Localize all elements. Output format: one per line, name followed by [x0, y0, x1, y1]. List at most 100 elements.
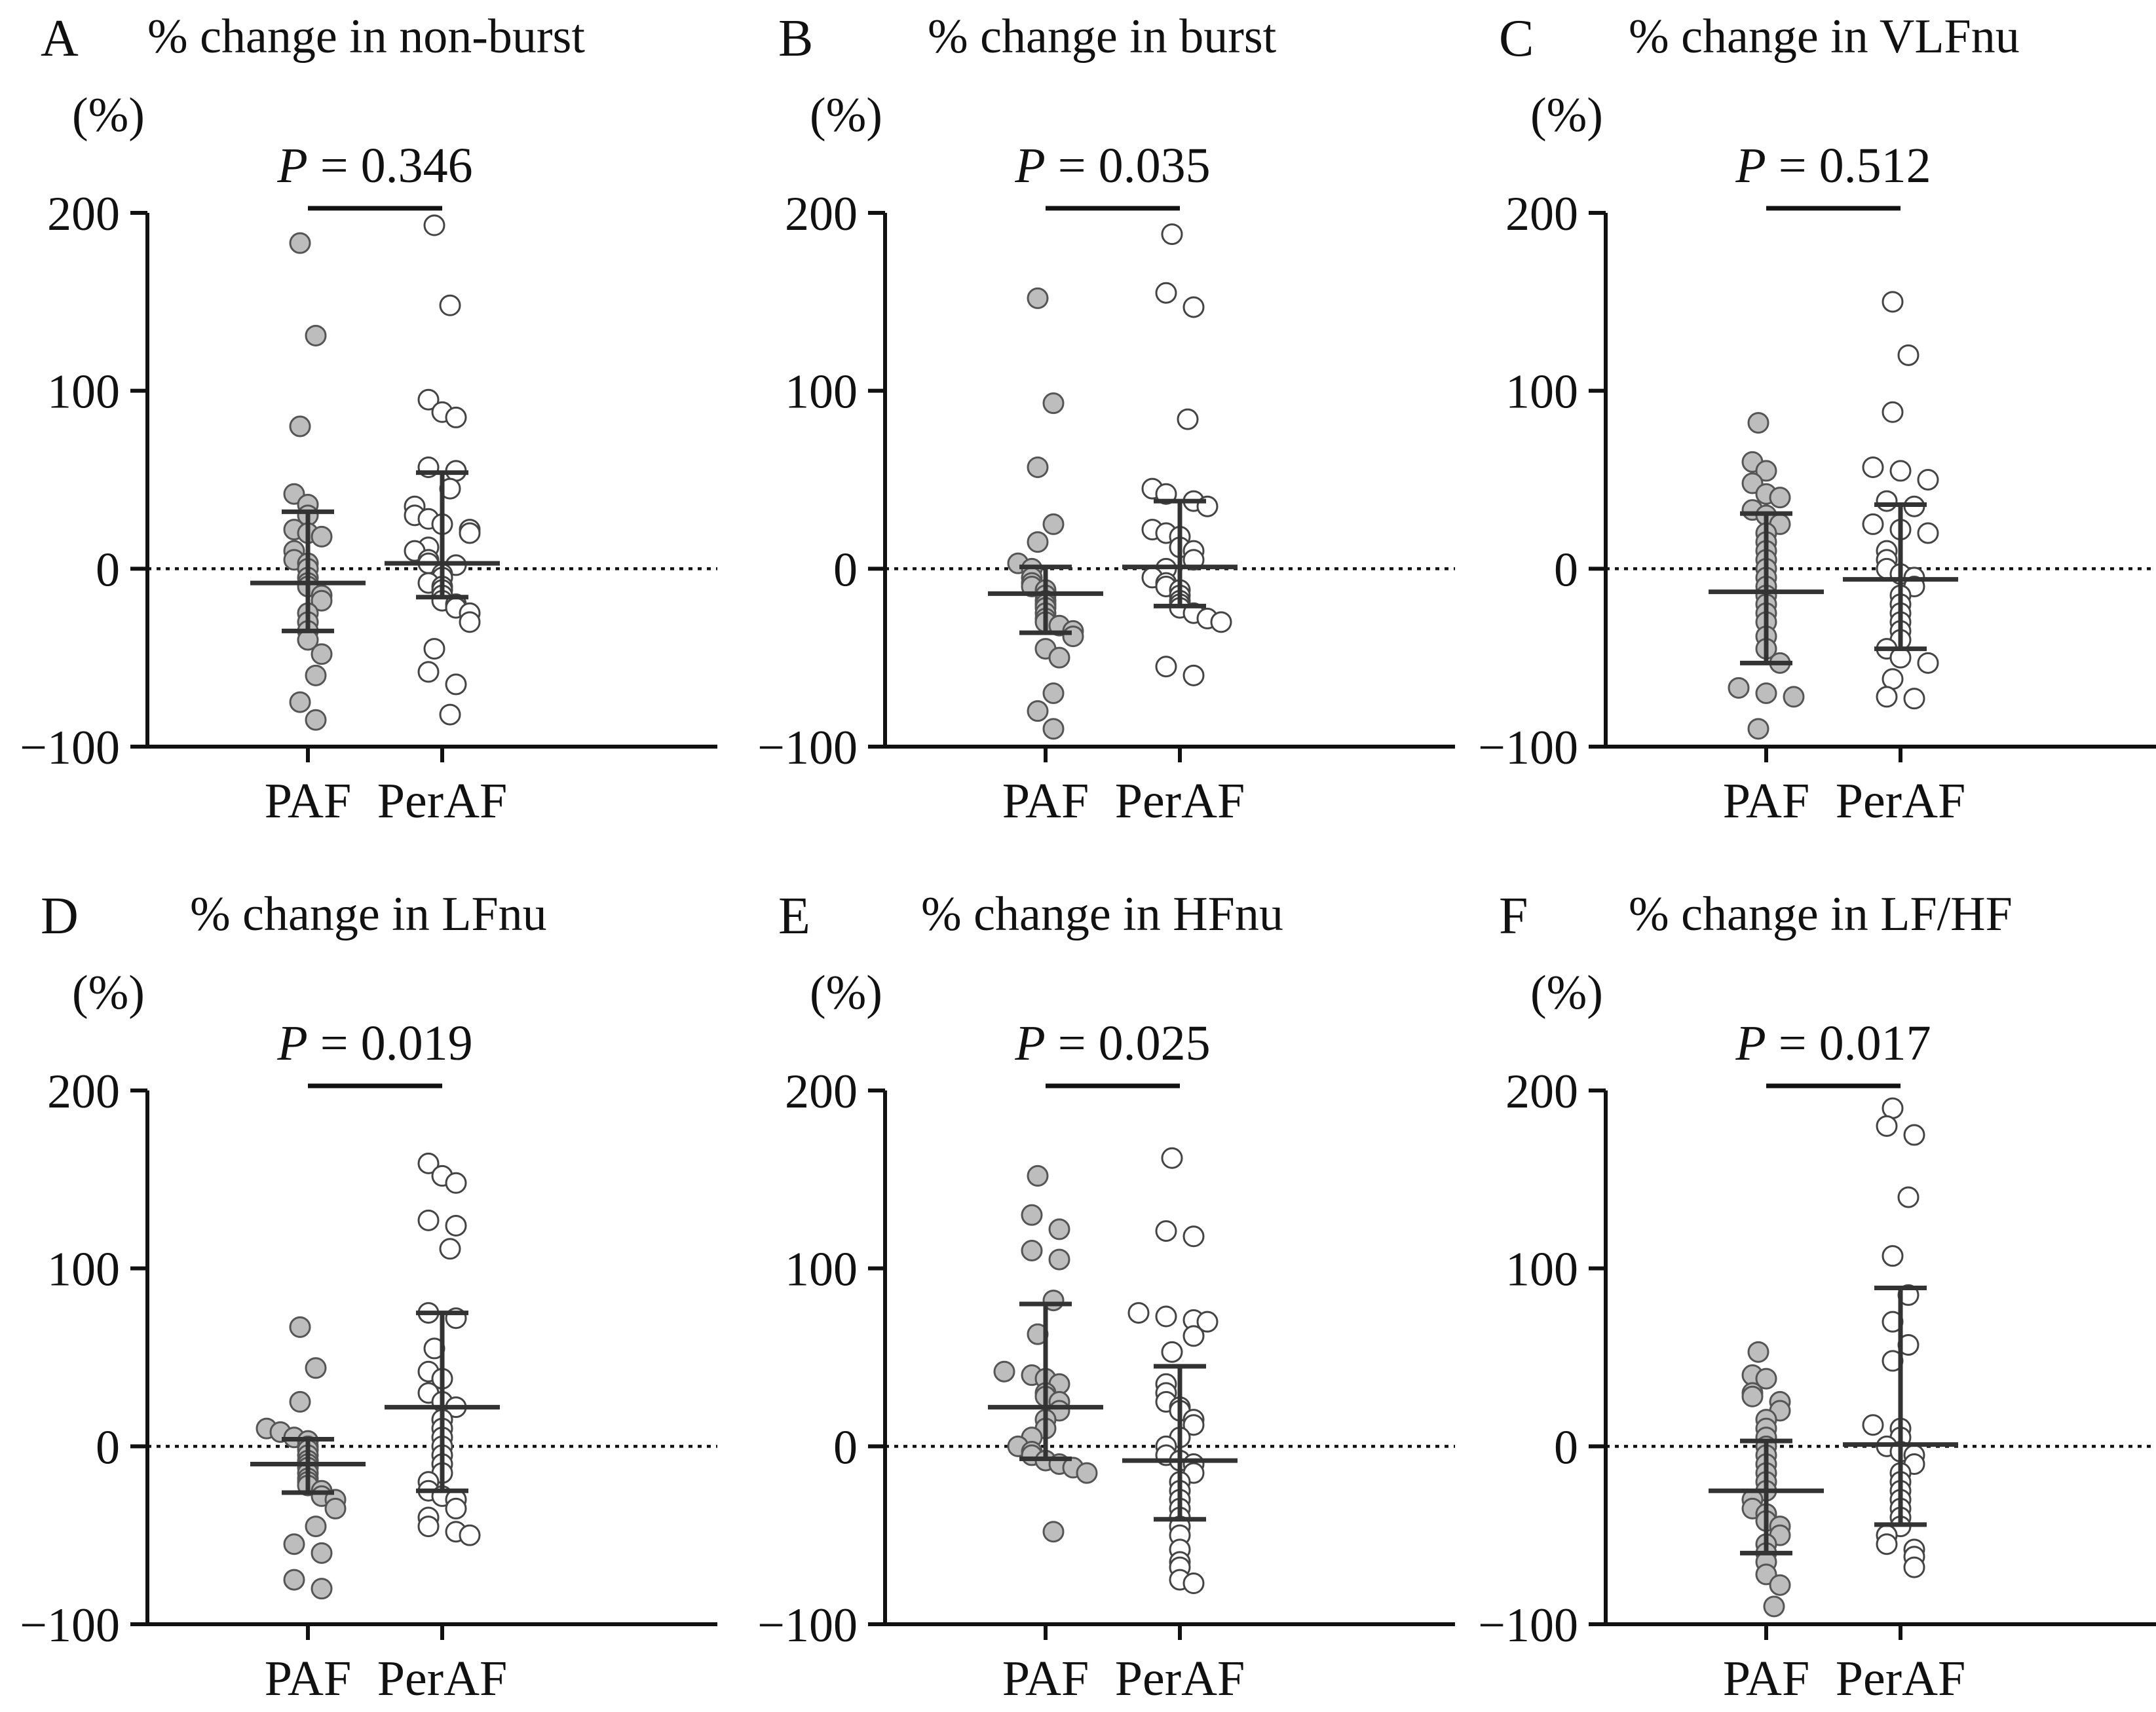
data-point	[1027, 531, 1049, 553]
p-value-label: P = 0.035	[1014, 138, 1210, 193]
data-point	[1882, 1097, 1904, 1119]
data-point	[417, 1209, 440, 1231]
p-symbol: P	[276, 1016, 307, 1071]
data-point	[1182, 296, 1205, 318]
data-point	[417, 661, 440, 683]
data-point	[311, 1542, 333, 1564]
data-point	[1048, 1248, 1070, 1271]
data-point	[1021, 1240, 1043, 1261]
panel-letter: D	[41, 887, 79, 945]
data-point	[1177, 408, 1199, 430]
y-tick-label: −100	[757, 1599, 858, 1652]
data-point	[289, 691, 311, 713]
series-paf	[250, 1316, 366, 1600]
data-point	[1161, 1147, 1183, 1169]
panel-letter: A	[41, 10, 79, 67]
y-axis-unit-label: (%)	[810, 88, 882, 142]
x-category-label-paf: PAF	[1723, 773, 1809, 828]
y-tick-label: 0	[1554, 1421, 1578, 1474]
p-value-label: P = 0.019	[276, 1016, 472, 1071]
x-category-label-paf: PAF	[1723, 1651, 1809, 1706]
panel-D: D % change in LFnu (%) 200 100 0 −100 PAF PerAF P…	[20, 887, 717, 1706]
x-category-label-paf: PAF	[1002, 773, 1089, 828]
data-point	[1917, 652, 1939, 674]
data-point	[1783, 686, 1805, 708]
data-point	[1027, 287, 1049, 309]
panel-A: A % change in non-burst(%) 200 100 0 −100 PAF P…	[20, 10, 717, 828]
p-symbol: P	[1014, 138, 1045, 193]
data-point	[283, 1569, 305, 1591]
series-peraf	[1843, 1097, 1958, 1578]
data-point	[1889, 460, 1912, 482]
panel-title: % change in HFnu	[921, 887, 1283, 941]
y-tick-label: 100	[47, 365, 120, 419]
y-tick-label: 200	[1505, 1065, 1578, 1119]
panel-title: % change in VLFnu	[1629, 10, 2020, 64]
series-peraf	[1843, 291, 1958, 710]
y-tick-label: 200	[785, 187, 858, 241]
data-point	[1021, 1204, 1043, 1226]
x-category-label-paf: PAF	[1002, 1651, 1089, 1706]
y-tick-label: 100	[785, 1243, 858, 1297]
p-value-label: P = 0.017	[1735, 1016, 1931, 1071]
data-point	[1862, 513, 1884, 535]
data-point	[289, 415, 311, 437]
panel-title: % change in burst	[928, 10, 1277, 64]
p-value-label: P = 0.346	[276, 138, 472, 193]
data-point	[1062, 625, 1084, 648]
data-point	[1862, 1414, 1884, 1436]
panel-title: % change in non-burst	[147, 10, 585, 64]
series-paf	[1709, 412, 1824, 740]
data-point	[1196, 1311, 1219, 1333]
data-point	[1882, 401, 1904, 423]
x-category-label-peraf: PerAF	[1836, 773, 1965, 828]
y-tick-label: 200	[1505, 187, 1578, 241]
y-axis-unit-label: (%)	[72, 966, 145, 1020]
data-point	[1155, 656, 1177, 678]
data-point	[289, 1390, 311, 1413]
y-tick-label: 200	[785, 1065, 858, 1119]
p-value-text: = 0.512	[1766, 138, 1931, 193]
data-point	[1155, 1305, 1177, 1328]
data-point	[1897, 1186, 1920, 1208]
series-peraf	[1122, 223, 1238, 686]
data-point	[1917, 522, 1939, 544]
data-point	[311, 525, 333, 548]
data-point	[993, 1360, 1015, 1383]
data-point	[417, 1516, 440, 1538]
data-point	[445, 1172, 467, 1194]
y-tick-label: −100	[757, 721, 858, 775]
data-point	[1042, 392, 1065, 415]
data-point	[439, 703, 461, 726]
p-symbol: P	[276, 138, 307, 193]
data-point	[305, 709, 327, 731]
y-tick-label: 100	[785, 365, 858, 419]
y-axis-unit-label: (%)	[1530, 966, 1603, 1020]
data-point	[1155, 1220, 1177, 1242]
data-point	[1741, 1385, 1764, 1407]
data-point	[1769, 487, 1791, 509]
data-point	[1917, 469, 1939, 491]
data-point	[1161, 1341, 1183, 1363]
y-tick-label: 0	[96, 1421, 120, 1474]
data-point	[1755, 1368, 1777, 1390]
y-axis-unit-label: (%)	[810, 966, 882, 1020]
data-point	[459, 522, 481, 544]
y-tick-label: −100	[20, 721, 120, 775]
y-tick-label: 100	[1505, 365, 1578, 419]
data-point	[1747, 718, 1769, 740]
data-point	[1747, 412, 1769, 434]
data-point	[1903, 1556, 1925, 1578]
data-point	[311, 589, 333, 612]
data-point	[445, 406, 467, 428]
data-point	[1876, 490, 1898, 512]
series-peraf	[1122, 1147, 1238, 1595]
p-symbol: P	[1735, 1016, 1766, 1071]
data-point	[1027, 456, 1049, 478]
p-value-text: = 0.017	[1766, 1016, 1931, 1071]
data-point	[311, 643, 333, 665]
data-point	[1876, 1533, 1898, 1555]
data-point	[1182, 1325, 1205, 1347]
x-category-label-peraf: PerAF	[377, 1651, 507, 1706]
